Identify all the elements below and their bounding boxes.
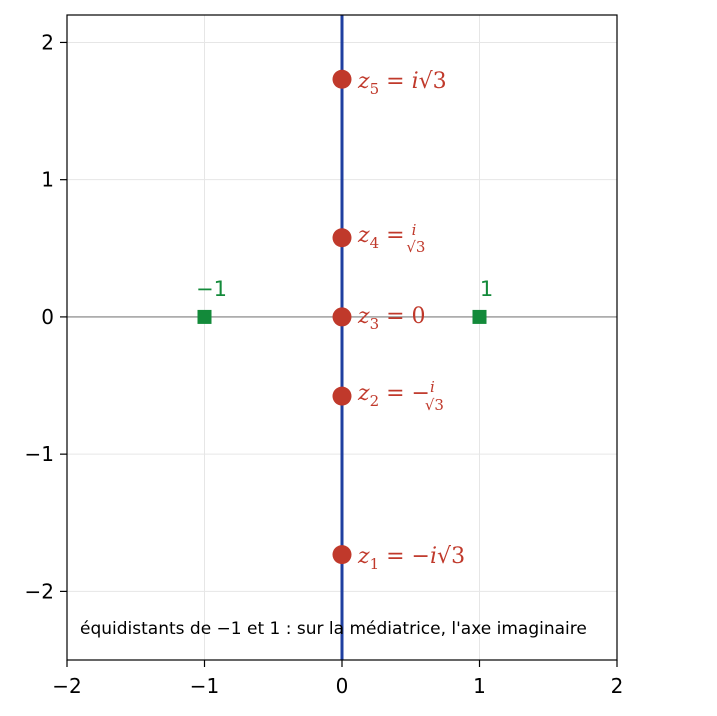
y-tick-label-2: 0 [41,305,54,329]
x-tick-label-1: −1 [190,674,219,698]
y-tick-label-0: −2 [25,579,54,603]
root-marker-1 [332,545,352,565]
x-axis: −2 −1 0 1 2 [52,660,623,698]
y-axis: −2 −1 0 1 2 [25,30,67,603]
annotation: équidistants de −1 et 1 : sur la médiatr… [80,619,587,639]
root-markers [332,69,352,565]
y-tick-label-3: 1 [41,168,54,192]
root-labels: z5 = i√3 z4 = i √3 z3 = 0 z2 = −i √3 z1 = … [357,69,465,573]
x-tick-label-4: 2 [611,674,624,698]
endpoint-label-0: −1 [196,277,227,301]
root-marker-3 [332,307,352,327]
root-label-z1: z1 = −i√3 [357,544,465,573]
root-label-z3: z3 = 0 [357,304,426,333]
endpoint-marker-0 [197,309,212,324]
x-tick-label-3: 1 [473,674,486,698]
endpoint-marker-1 [472,309,487,324]
root-label-z2: z2 = −i √3 [357,378,444,414]
root-label-z4: z4 = i √3 [357,221,425,256]
y-tick-label-4: 2 [41,30,54,54]
root-marker-2 [332,386,352,406]
root-label-z5: z5 = i√3 [357,69,447,98]
root-marker-4 [332,228,352,248]
y-tick-label-1: −1 [25,442,54,466]
x-tick-label-2: 0 [336,674,349,698]
root-marker-5 [332,69,352,89]
endpoint-label-1: 1 [480,277,493,301]
endpoint-markers: −1 1 [196,277,493,324]
x-tick-label-0: −2 [52,674,81,698]
